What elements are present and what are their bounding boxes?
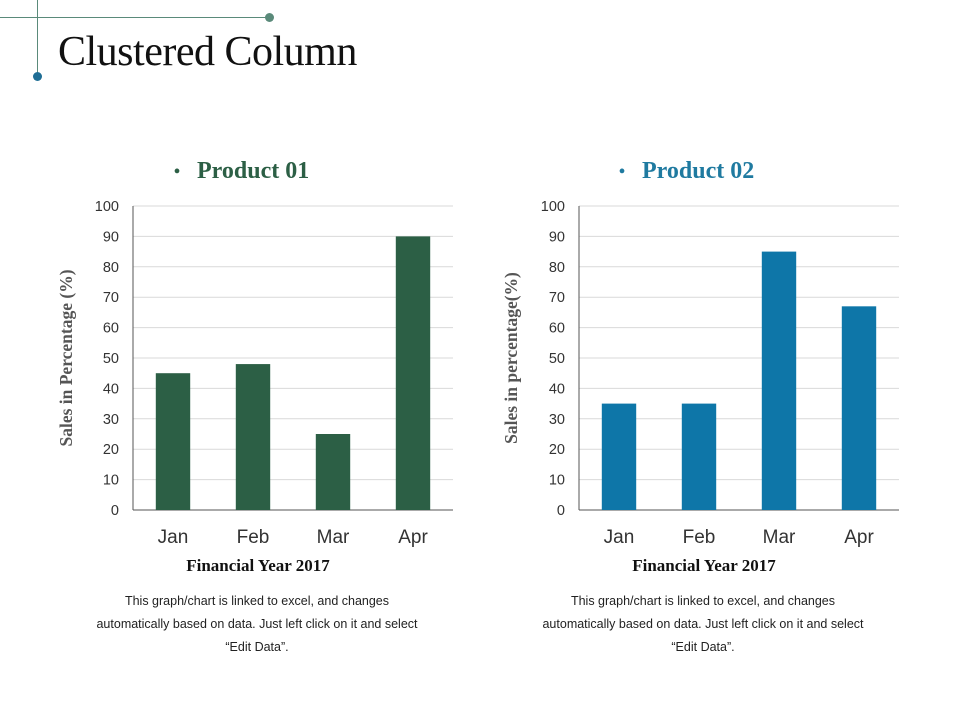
chart-2-y-tick-label: 10 — [549, 473, 565, 489]
chart-2-y-tick-label: 30 — [549, 412, 565, 428]
chart-1-y-tick-label: 80 — [103, 260, 119, 276]
chart-2-y-tick-label: 60 — [549, 321, 565, 337]
chart-1-x-tick-label: Apr — [398, 527, 428, 548]
chart-2-y-axis-label: Sales in percentage(%) — [501, 272, 521, 444]
chart-1-y-tick-label: 20 — [103, 442, 119, 458]
chart-1-y-tick-label: 40 — [103, 381, 119, 397]
chart-1-x-tick-label: Mar — [317, 527, 350, 548]
chart-1-y-tick-label: 30 — [103, 412, 119, 428]
chart-1-x-axis-label: Financial Year 2017 — [186, 556, 330, 575]
chart-1-bar — [155, 373, 191, 510]
chart-1-y-tick-label: 70 — [103, 290, 119, 306]
chart-2-x-axis-label: Financial Year 2017 — [632, 556, 776, 575]
chart-2-caption: This graph/chart is linked to excel, and… — [523, 590, 883, 659]
chart-1-caption-line: “Edit Data”. — [225, 640, 289, 654]
chart-2-y-tick-label: 70 — [549, 290, 565, 306]
chart-1-title: Product 01 — [197, 158, 309, 184]
chart-2-y-tick-label: 20 — [549, 442, 565, 458]
chart-2-x-tick-label: Jan — [604, 527, 635, 548]
chart-2-x-tick-label: Apr — [844, 527, 874, 548]
chart-2-y-tick-label: 80 — [549, 260, 565, 276]
chart-2-caption-line: This graph/chart is linked to excel, and… — [570, 594, 836, 608]
chart-2-caption-line: “Edit Data”. — [671, 640, 735, 654]
chart-1-y-axis-label: Sales in Percentage (%) — [56, 269, 76, 446]
chart-2-bar — [681, 403, 717, 510]
chart-2-caption-line: automatically based on data. Just left c… — [542, 617, 864, 631]
chart-1-y-tick-label: 60 — [103, 321, 119, 337]
chart-2-y-tick-label: 40 — [549, 381, 565, 397]
chart-1-x-tick-label: Jan — [158, 527, 189, 548]
chart-1-caption-line: automatically based on data. Just left c… — [96, 617, 418, 631]
chart-2-y-tick-label: 100 — [541, 199, 565, 215]
chart-1-x-tick-label: Feb — [237, 527, 270, 548]
chart-2-bar — [841, 306, 877, 510]
chart-1-bar — [235, 364, 271, 510]
chart-2-y-tick-label: 90 — [549, 229, 565, 245]
chart-1-y-tick-label: 100 — [95, 199, 119, 215]
chart-2-title-bullet: • — [618, 161, 625, 183]
chart-2-y-tick-label: 0 — [557, 503, 565, 519]
chart-1-y-tick-label: 50 — [103, 351, 119, 367]
chart-1-y-tick-label: 10 — [103, 473, 119, 489]
chart-1-bar — [395, 236, 431, 510]
chart-2-x-tick-label: Mar — [763, 527, 796, 548]
page-title: Clustered Column — [58, 29, 357, 75]
chart-1-bar — [315, 434, 351, 510]
chart-1-y-tick-label: 0 — [111, 503, 119, 519]
chart-1-caption-line: This graph/chart is linked to excel, and… — [124, 594, 390, 608]
decorative-dot-blue — [33, 72, 42, 81]
decorative-vertical-line — [37, 0, 38, 76]
chart-2-x-tick-label: Feb — [683, 527, 716, 548]
chart-2-bar — [601, 403, 637, 510]
chart-2-title: Product 02 — [642, 158, 754, 184]
chart-1-title-bullet: • — [173, 161, 180, 183]
chart-1-y-tick-label: 90 — [103, 229, 119, 245]
chart-2-bar — [761, 251, 797, 510]
chart-2-y-tick-label: 50 — [549, 351, 565, 367]
decorative-horizontal-line — [0, 17, 270, 18]
chart-1-caption: This graph/chart is linked to excel, and… — [77, 590, 437, 659]
decorative-dot-green — [265, 13, 274, 22]
